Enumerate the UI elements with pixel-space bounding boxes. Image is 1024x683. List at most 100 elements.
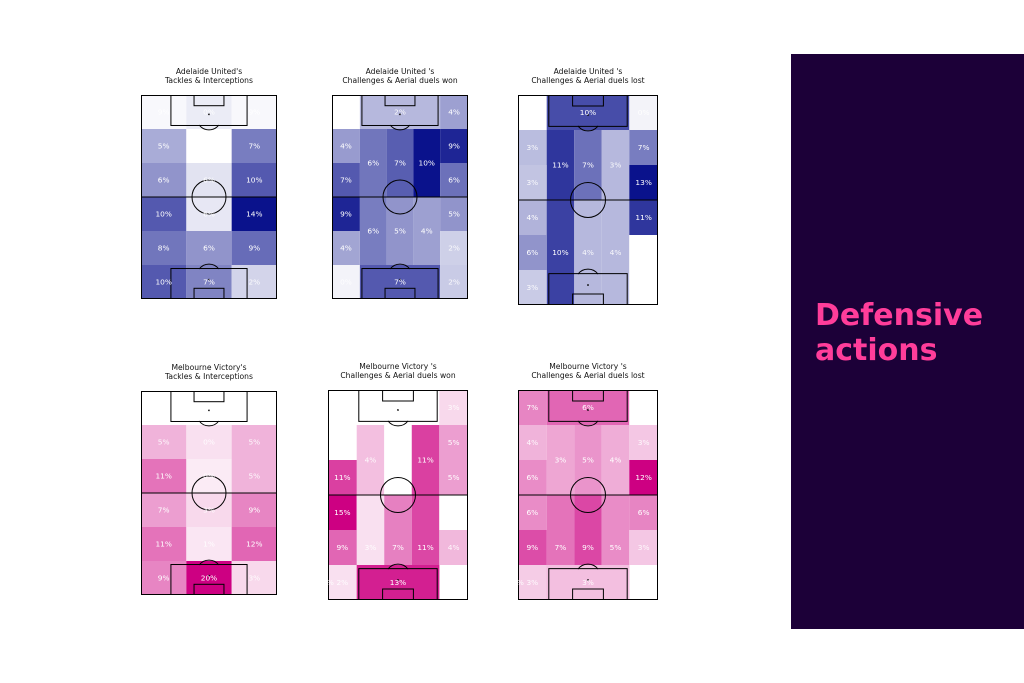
cell-value-label: 9% <box>248 506 260 515</box>
cell-value-label: 7% <box>582 161 594 170</box>
cell-value-label: 6% <box>203 176 215 185</box>
heatmap-cell <box>356 390 440 425</box>
penalty-spot-top <box>208 113 210 116</box>
six-yard-box-bottom <box>193 583 225 596</box>
heatmap-labels: 0% 10% 0% 3% 11% 7% 3% 7% 3% 13% 4% 10% 4% 4% 11% 6% 0% 3… <box>526 108 651 292</box>
heatmap-cell <box>601 425 630 495</box>
chart-title-line1: Melbourne Victory 's <box>549 362 627 371</box>
heatmap-cell <box>629 165 658 200</box>
heatmap-cell <box>518 390 547 425</box>
cell-value-label: 4% <box>610 248 622 257</box>
cell-value-label: 5% <box>158 438 170 447</box>
heatmap-labels: 0% 0% 3% 0% 4% 0% 11% 5% 11% 5% 15% 3% 7% 11% 0% 9% 4% 2%… <box>322 403 459 587</box>
heatmap-labels: 7% 6% 0%4%3% 5% 4%3%6% 12%6%7% 9% 5%6%9% 3%3% 3%0… <box>512 403 652 587</box>
cell-value-label: 9% <box>526 543 538 552</box>
centre-circle <box>382 179 418 215</box>
chart-title: Adelaide United 's Challenges & Aerial d… <box>518 67 658 85</box>
cell-value-label: 12% <box>635 473 651 482</box>
heatmap-cell <box>629 495 658 530</box>
heatmap-cell <box>386 197 414 265</box>
heatmap-cell <box>231 459 277 493</box>
cell-value-label: 10% <box>155 278 171 287</box>
cell-value-label: 3% <box>582 578 594 587</box>
cell-value-label: 0% <box>203 438 215 447</box>
cell-value-label: 0% <box>638 403 650 412</box>
cell-value-label: 6% <box>582 403 594 412</box>
cell-value-label: 5% <box>448 210 460 219</box>
heatmap-cell <box>231 265 277 299</box>
six-yard-box-bottom <box>193 287 225 300</box>
heatmap-cell <box>440 95 468 129</box>
penalty-arc-bottom <box>577 563 599 570</box>
pitch-markings <box>518 390 658 601</box>
cell-value-label: 10% <box>419 159 435 168</box>
cell-value-label: 7% <box>158 506 170 515</box>
heatmap-cell <box>231 391 277 425</box>
six-yard-box-top <box>382 390 414 402</box>
cell-value-label: 9% <box>248 244 260 253</box>
cell-value-label: 6% <box>367 159 379 168</box>
cell-value-label: 0% <box>203 108 215 117</box>
heatmap-cell <box>231 493 277 527</box>
heatmap-cell <box>141 231 187 265</box>
cell-value-label: 0% <box>392 456 404 465</box>
penalty-spot-bottom <box>208 278 210 281</box>
cell-value-label: 5% <box>248 472 260 481</box>
cell-value-label: 14% <box>246 210 262 219</box>
heatmap-labels: 0% 2% 4% 4% 6% 7% 10% 9% 7% 6% 9% 6% 5% 4% 5% 4% 2% 0% 7% 2… <box>340 108 460 287</box>
cell-value-label: 11% <box>417 543 433 552</box>
heatmap-cell <box>574 425 602 495</box>
cell-value-label: 7% <box>392 543 404 552</box>
heatmap-cell <box>518 235 547 270</box>
cell-value-label: 4% <box>340 142 352 151</box>
cell-value-label: 0% <box>448 508 460 517</box>
chart-title-line2: Challenges & Aerial duels lost <box>531 76 645 85</box>
penalty-arc-bottom <box>387 563 409 570</box>
penalty-arc-bottom <box>389 263 411 270</box>
heatmap-cell <box>518 565 547 600</box>
pitch-heatmap: 0% 2% 4% 4% 6% 7% 10% 9% 7% 6% 9% 6% 5% 4% 5% 4% 2% 0% 7% 2… <box>332 95 468 300</box>
cell-value-label: 2% <box>394 108 406 117</box>
heatmap-cells <box>518 390 658 600</box>
heatmap-cell <box>186 527 232 561</box>
pitch-markings <box>141 95 277 300</box>
cell-value-label: 3% <box>638 543 650 552</box>
heatmap-cell <box>141 129 187 163</box>
cell-value-label: 13% <box>390 578 406 587</box>
heatmap-cells <box>518 95 658 305</box>
cell-value-label: 8% <box>158 244 170 253</box>
penalty-spot-top <box>587 114 589 116</box>
cell-value-label: 7% <box>555 543 567 552</box>
heatmap-labels: 9% 0% 9% 5% 0% 7% 6% 6% 10% 10% 6% 14% 8% 6% 9% 10% 7% 2% <box>155 108 262 287</box>
cell-value-label: 6% <box>448 176 460 185</box>
heatmap-cell <box>439 390 468 425</box>
heatmap-cell <box>629 530 658 565</box>
penalty-spot-top <box>399 113 401 116</box>
heatmap-cell <box>328 495 357 530</box>
heatmap-chart-1: Adelaide United's Tackles & Interception… <box>141 67 277 300</box>
chart-title-line1: Melbourne Victory 's <box>359 362 437 371</box>
cell-value-label: 2% <box>336 578 348 587</box>
pitch-markings <box>518 95 658 306</box>
heatmap-cell <box>332 95 360 129</box>
cell-value-label: 12% <box>246 540 262 549</box>
heatmap-chart-6: Melbourne Victory 's Challenges & Aerial… <box>512 362 658 601</box>
heatmap-cell <box>231 163 277 197</box>
cell-value-label: 5% <box>248 438 260 447</box>
cell-value-label: 7% <box>394 159 406 168</box>
chart-title: Melbourne Victory 's Challenges & Aerial… <box>328 362 468 380</box>
cell-value-label: 4% <box>448 108 460 117</box>
heatmap-cell <box>518 130 547 165</box>
penalty-arc-bottom <box>577 268 599 275</box>
cell-value-label: 6% <box>526 473 538 482</box>
cell-value-label: 4% <box>526 213 538 222</box>
chart-title: Melbourne Victory's Tackles & Intercepti… <box>141 363 277 381</box>
heatmap-cell <box>440 197 468 231</box>
heatmap-cell <box>546 565 630 600</box>
penalty-spot-top <box>397 409 399 411</box>
cell-value-label: 0% <box>526 108 538 117</box>
cell-value-label: 3% <box>555 456 567 465</box>
heatmap-chart-4: Melbourne Victory's Tackles & Intercepti… <box>141 363 277 596</box>
chart-title-line1: Adelaide United 's <box>553 67 623 76</box>
cell-value-label: 11% <box>417 456 433 465</box>
